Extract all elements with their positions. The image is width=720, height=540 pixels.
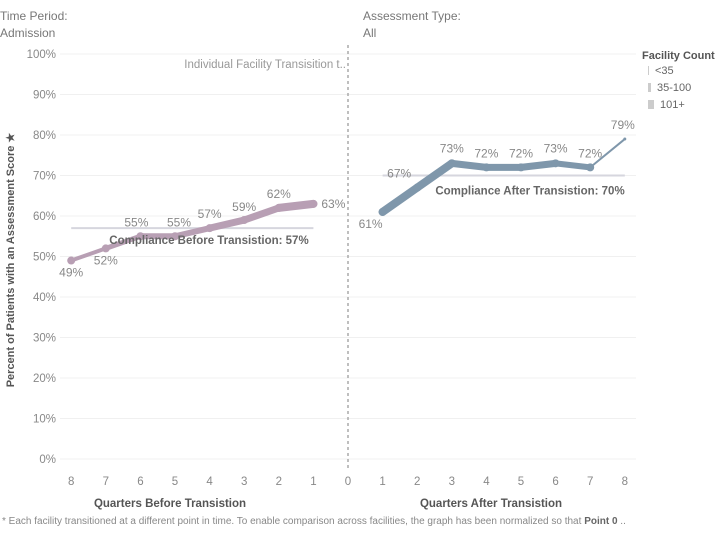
data-point bbox=[205, 224, 214, 233]
y-tick-label: 0% bbox=[39, 454, 56, 466]
x-tick-label: 5 bbox=[518, 476, 524, 488]
data-label: 57% bbox=[198, 207, 222, 221]
series-segment bbox=[103, 233, 143, 251]
reference-label: Compliance Before Transistion: 57% bbox=[109, 235, 308, 247]
data-point bbox=[378, 207, 387, 216]
data-label: 55% bbox=[124, 215, 148, 229]
footnote: * Each facility transitioned at a differ… bbox=[2, 516, 626, 527]
x-tick-label: 8 bbox=[622, 476, 628, 488]
data-label: 63% bbox=[321, 197, 345, 211]
data-label: 72% bbox=[474, 146, 498, 160]
series-segment bbox=[517, 159, 560, 171]
data-point bbox=[623, 137, 627, 141]
y-tick-label: 70% bbox=[33, 171, 56, 183]
series-segment bbox=[206, 216, 248, 232]
x-tick-label: 5 bbox=[172, 476, 178, 488]
x-tick-label: 8 bbox=[68, 476, 74, 488]
data-label: 73% bbox=[544, 141, 568, 155]
data-point bbox=[274, 203, 283, 212]
x-tick-label: 4 bbox=[206, 476, 213, 488]
data-label: 59% bbox=[232, 200, 256, 214]
data-point bbox=[67, 256, 76, 265]
data-point bbox=[517, 163, 525, 172]
time-period-filter[interactable]: Time Period: Admission bbox=[0, 8, 68, 42]
x-axis-title-before: Quarters Before Transistion bbox=[94, 498, 246, 510]
data-label: 72% bbox=[578, 146, 602, 160]
x-tick-0: 0 bbox=[345, 476, 351, 488]
data-point bbox=[586, 163, 595, 172]
series-segment bbox=[378, 183, 422, 216]
y-tick-label: 40% bbox=[33, 292, 56, 304]
legend: Facility Count <35 35-100 101+ bbox=[642, 50, 715, 113]
data-label: 55% bbox=[167, 215, 191, 229]
legend-item-large[interactable]: 101+ bbox=[648, 96, 715, 113]
data-label: 61% bbox=[359, 217, 383, 231]
data-point bbox=[136, 232, 145, 241]
assessment-type-value: All bbox=[363, 26, 377, 40]
legend-title: Facility Count bbox=[642, 50, 715, 62]
x-tick-label: 6 bbox=[137, 476, 143, 488]
series-segment bbox=[552, 160, 594, 171]
data-point bbox=[413, 183, 422, 192]
thin-bar-icon bbox=[648, 66, 649, 75]
y-tick-label: 20% bbox=[33, 373, 56, 385]
x-tick-label: 2 bbox=[276, 476, 282, 488]
series-segment bbox=[172, 225, 213, 240]
medium-bar-icon bbox=[648, 83, 651, 92]
series-segment bbox=[448, 159, 490, 171]
y-tick-label: 60% bbox=[33, 211, 56, 223]
data-label: 67% bbox=[387, 167, 411, 181]
data-point bbox=[171, 232, 179, 241]
x-tick-label: 6 bbox=[552, 476, 558, 488]
thick-bar-icon bbox=[648, 100, 654, 109]
x-tick-label: 7 bbox=[103, 476, 109, 488]
y-tick-label: 90% bbox=[33, 90, 56, 102]
series-segment bbox=[69, 246, 108, 263]
data-label: 79% bbox=[611, 118, 635, 132]
x-tick-label: 1 bbox=[379, 476, 385, 488]
time-period-label: Time Period: bbox=[0, 9, 68, 23]
reference-label: Compliance After Transistion: 70% bbox=[435, 186, 624, 198]
data-point bbox=[309, 199, 318, 208]
x-tick-label: 1 bbox=[310, 476, 316, 488]
x-tick-label: 7 bbox=[587, 476, 593, 488]
data-label: 73% bbox=[440, 141, 464, 155]
legend-item-medium[interactable]: 35-100 bbox=[648, 79, 715, 96]
y-tick-label: 50% bbox=[33, 252, 56, 264]
y-tick-label: 80% bbox=[33, 130, 56, 142]
data-point bbox=[551, 159, 560, 168]
legend-item-small[interactable]: <35 bbox=[648, 62, 715, 79]
data-point bbox=[101, 244, 110, 253]
data-label: 62% bbox=[267, 187, 291, 201]
y-axis-title: Percent of Patients with an Assessment S… bbox=[5, 133, 17, 388]
x-tick-label: 3 bbox=[241, 476, 247, 488]
data-label: 52% bbox=[94, 253, 118, 267]
series-segment bbox=[413, 159, 456, 192]
series-segment bbox=[274, 199, 318, 212]
assessment-type-filter[interactable]: Assessment Type: All bbox=[363, 8, 461, 42]
divider-label: Individual Facility Transisition t.. bbox=[184, 59, 346, 71]
x-tick-label: 2 bbox=[414, 476, 420, 488]
y-tick-label: 10% bbox=[33, 414, 56, 426]
assessment-type-label: Assessment Type: bbox=[363, 9, 461, 23]
data-point bbox=[447, 159, 456, 168]
x-tick-label: 3 bbox=[449, 476, 455, 488]
series-segment bbox=[589, 138, 626, 169]
data-point bbox=[482, 163, 491, 172]
data-label: 72% bbox=[509, 146, 533, 160]
series-segment bbox=[240, 204, 283, 224]
y-tick-label: 30% bbox=[33, 333, 56, 345]
x-tick-label: 4 bbox=[483, 476, 490, 488]
time-period-value: Admission bbox=[0, 26, 56, 40]
x-axis-title-after: Quarters After Transistion bbox=[420, 498, 562, 510]
y-tick-label: 100% bbox=[27, 49, 56, 61]
data-label: 49% bbox=[59, 266, 83, 280]
data-point bbox=[240, 216, 249, 225]
